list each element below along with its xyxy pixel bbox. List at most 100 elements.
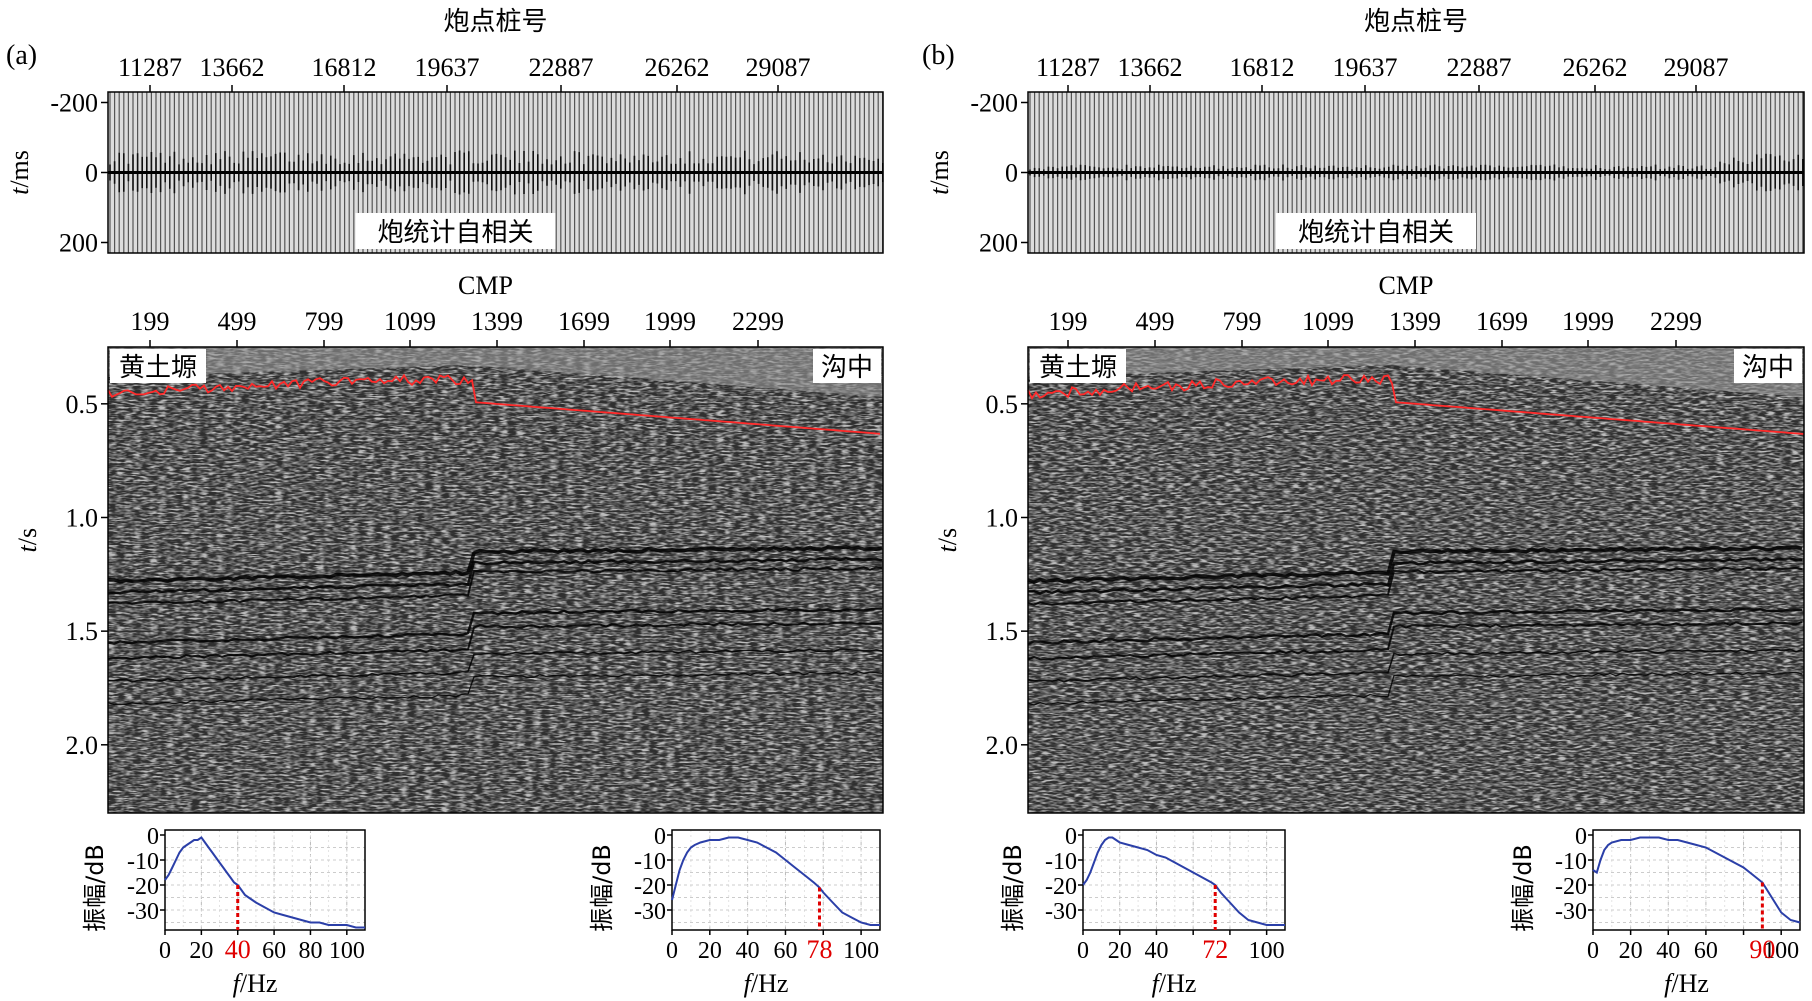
- section-y-tick-label: 1.0: [986, 503, 1019, 532]
- spectrum-x-label-unit: /Hz: [751, 969, 789, 998]
- section-noise: [1028, 347, 1804, 813]
- autocorr-annotation: 炮统计自相关: [377, 218, 533, 248]
- panel-a: (a) 炮点桩号 11287 13662 16812 19637 22887 26262 290…: [5, 7, 884, 998]
- section-x-tick-label: 2299: [1650, 307, 1702, 336]
- section-x-tick-label: 499: [218, 307, 257, 336]
- section-red-line: [1027, 373, 1805, 435]
- spectrum-x-tick-label: 100: [1763, 938, 1799, 964]
- section-reflector: [107, 671, 883, 706]
- panel-label: (b): [922, 40, 955, 71]
- autocorr-y-label-unit: /ms: [5, 150, 34, 188]
- section-y-tick-label: 2.0: [66, 731, 99, 760]
- spectrum-x-tick-label: 20: [698, 938, 722, 964]
- section-y-tick-label: 1.5: [66, 617, 99, 646]
- spectrum-x-label-var: f: [744, 969, 755, 998]
- spectrum-y-tick-label: 0: [147, 824, 159, 850]
- spectrum-x-tick-label: 80: [298, 938, 322, 964]
- spectrum-line: [1082, 836, 1285, 926]
- autocorr-y-tick-label: 0: [1005, 159, 1018, 188]
- section-chart: CMP 199 499 799 1099 1399 1699 1999 2299 黄土塬 沟中 0.5…: [13, 271, 884, 814]
- section-chart: CMP 199 499 799 1099 1399 1699 1999 2299 黄土塬 沟中 0.5…: [933, 271, 1805, 814]
- spectrum-frame: [1082, 829, 1286, 931]
- section-x-tick-label: 1399: [471, 307, 523, 336]
- section-reflector: [1027, 621, 1803, 661]
- autocorr-chart: 炮点桩号 11287 13662 16812 19637 22887 26262 29087 -…: [925, 7, 1805, 258]
- spectrum-y-label: 振幅/dB: [81, 844, 109, 932]
- section-right-label: 沟中: [821, 353, 873, 383]
- spectrum-x-label-var: f: [1664, 969, 1675, 998]
- section-left-label: 黄土塬: [119, 353, 197, 383]
- autocorr-y-label: t/ms: [5, 150, 34, 195]
- panel-b: (b) 炮点桩号 11287 13662 16812 19637 22887 26262 290…: [922, 7, 1805, 998]
- spectrum-x-tick-label: 100: [1249, 938, 1285, 964]
- autocorr-y-label: t/ms: [925, 150, 954, 195]
- spectrum-y-tick-label: -30: [127, 899, 159, 925]
- autocorr-y-tick-label: 200: [979, 229, 1018, 258]
- autocorr-x-tick-label: 11287: [118, 53, 182, 82]
- spectrum-marker-label: 72: [1202, 935, 1228, 964]
- autocorr-annotation-box: [355, 213, 556, 249]
- section-left-label: 黄土塬: [1039, 353, 1117, 383]
- section-top-mute: [108, 347, 883, 397]
- spectrum-x-label-var: f: [233, 969, 244, 998]
- section-x-tick-label: 199: [1049, 307, 1088, 336]
- spectrum-y-label: 振幅/dB: [999, 844, 1027, 932]
- spectrum-y-tick-label: -30: [1045, 899, 1077, 925]
- spectrum-x-tick-label: 20: [1108, 938, 1132, 964]
- section-x-tick-label: 1099: [384, 307, 436, 336]
- spectrum-x-tick-label: 0: [159, 938, 171, 964]
- spectrum-x-label: f/Hz: [1152, 969, 1197, 998]
- spectrum-y-tick-label: -10: [127, 849, 159, 875]
- spectrum-y-label: 振幅/dB: [1509, 844, 1537, 932]
- section-x-tick-label: 2299: [732, 307, 784, 336]
- spectrum-x-tick-label: 20: [1619, 938, 1643, 964]
- spectrum-y-tick-label: -10: [1045, 849, 1077, 875]
- section-x-tick-label: 1399: [1389, 307, 1441, 336]
- section-reflector: [1027, 607, 1803, 646]
- section-y-label-unit: /s: [933, 528, 962, 545]
- spectrum-marker-label: 90: [1749, 935, 1775, 964]
- section-y-tick-label: 0.5: [66, 390, 99, 419]
- autocorr-top-label: 炮点桩号: [1364, 7, 1468, 37]
- spectrum-y-label: 振幅/dB: [588, 844, 616, 932]
- section-frame: [107, 346, 884, 814]
- spectrum-y-tick-label: 0: [1065, 824, 1077, 850]
- spectrum-line: [671, 836, 880, 926]
- spectrum-x-tick-label: 0: [1587, 938, 1599, 964]
- autocorr-x-tick-label: 11287: [1036, 53, 1100, 82]
- section-right-label: 沟中: [1742, 353, 1794, 383]
- spectrum-x-tick-label: 100: [329, 938, 365, 964]
- panel-label: (a): [6, 40, 37, 71]
- autocorr-y-label-var: t: [5, 187, 34, 195]
- section-top-mute: [1028, 347, 1804, 397]
- section-y-label-var: t: [13, 545, 42, 553]
- section-y-tick-label: 1.5: [986, 617, 1019, 646]
- section-left-label-box: [1030, 349, 1126, 383]
- section-x-tick-label: 1099: [1302, 307, 1354, 336]
- spectrum-y-tick-label: -20: [634, 874, 666, 900]
- spectrum-x-tick-label: 40: [1144, 938, 1168, 964]
- section-x-tick-label: 1999: [644, 307, 696, 336]
- autocorr-x-tick-label: 29087: [746, 53, 811, 82]
- spectrum-x-label: f/Hz: [744, 969, 789, 998]
- section-top-label: CMP: [458, 271, 513, 300]
- autocorr-x-tick-label: 22887: [1447, 53, 1512, 82]
- spectrum-x-tick-label: 100: [843, 938, 879, 964]
- section-y-label: t/s: [13, 528, 42, 553]
- section-x-tick-label: 1699: [558, 307, 610, 336]
- spectrum-y-tick-label: -20: [1555, 874, 1587, 900]
- spectrum-y-tick-label: -20: [127, 874, 159, 900]
- section-x-tick-label: 1699: [1476, 307, 1528, 336]
- section-y-label: t/s: [933, 528, 962, 553]
- autocorr-y-label-var: t: [925, 187, 954, 195]
- autocorr-annotation-box: [1276, 213, 1476, 249]
- autocorr-x-tick-label: 19637: [415, 53, 480, 82]
- spectrum-y-tick-label: 0: [654, 824, 666, 850]
- section-right-label-box: [813, 349, 881, 383]
- autocorr-x-tick-label: 19637: [1333, 53, 1398, 82]
- autocorr-y-tick-label: -200: [970, 89, 1018, 118]
